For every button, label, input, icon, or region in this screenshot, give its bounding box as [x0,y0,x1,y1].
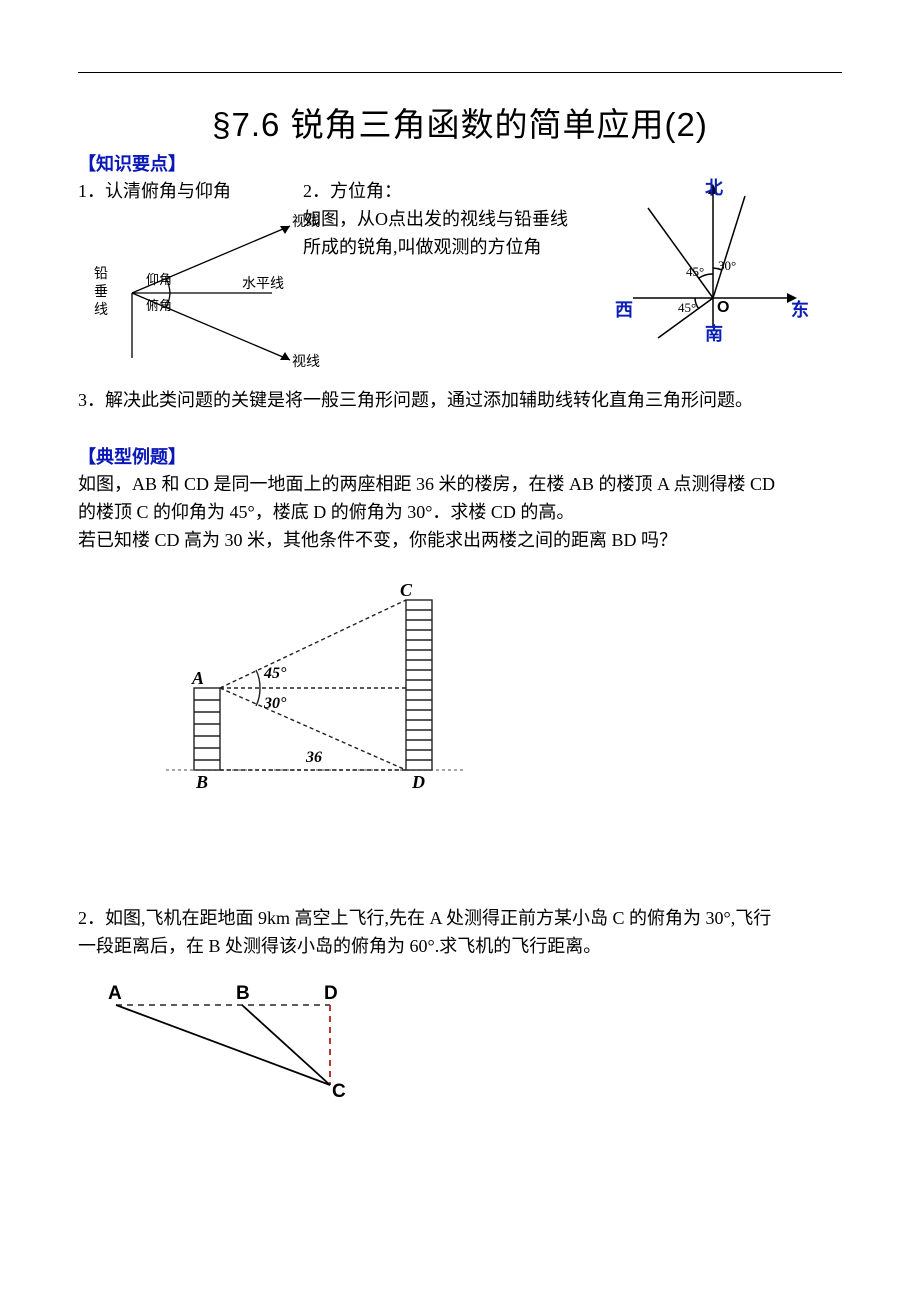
fig1-label-depress: 俯角 [146,298,172,313]
section-heading-knowledge: 【知识要点】 [78,150,842,176]
ex2-label-A: A [108,983,122,1004]
ex2-svg: A B D C [102,981,362,1101]
compass-east: 东 [791,296,809,322]
ex1-label-B: B [195,772,208,790]
knowledge-item-2-line1: 如图，从O点出发的视线与铅垂线 [303,206,613,234]
figure-airplane: A B D C [102,981,842,1106]
compass-south: 南 [705,320,723,346]
fig1-label-plumb3: 线 [94,302,108,318]
fig1-label-sight-bottom: 视线 [292,354,320,370]
ex1-label-D: D [411,772,425,790]
knowledge-col-mid: 2．方位角： 如图，从O点出发的视线与铅垂线 所成的锐角,叫做观测的方位角 [303,178,613,262]
figure-compass: 45° 30° 45° O 北 南 东 西 [613,178,842,348]
compass-angle-30: 30° [718,258,736,273]
spacer [78,795,842,905]
fig1-label-plumb2: 垂 [94,284,108,300]
compass-origin: O [717,299,729,316]
ex1-dist: 36 [305,749,322,766]
fig1-label-plumb: 铅 [94,266,108,282]
ex1-angle30: 30° [263,695,287,712]
ex1-label-C: C [400,580,413,600]
figure-elevation-depression: 铅 垂 线 水平线 视线 视线 仰角 俯角 [92,208,303,383]
compass-angle-45a: 45° [686,264,704,279]
ex2-label-D: D [324,983,338,1004]
knowledge-col-left: 1．认清俯角与仰角 [78,178,303,383]
compass-north: 北 [705,174,723,200]
example1-line1: 如图，AB 和 CD 是同一地面上的两座相距 36 米的楼房，在楼 AB 的楼顶… [78,471,842,499]
top-rule [78,72,842,73]
knowledge-item-1: 1．认清俯角与仰角 [78,178,303,206]
page: §7.6 锐角三角函数的简单应用(2) 【知识要点】 1．认清俯角与仰角 [0,0,920,1300]
ex2-label-C: C [332,1081,346,1101]
section-heading-examples: 【典型例题】 [78,443,842,469]
fig1-label-horizon: 水平线 [242,276,284,292]
ex1-angle45: 45° [263,665,287,682]
example2-line2: 一段距离后，在 B 处测得该小岛的俯角为 60°.求飞机的飞行距离。 [78,933,842,961]
ex2-label-B: B [236,983,250,1004]
example1-line2: 的楼顶 C 的仰角为 45°，楼底 D 的俯角为 30°．求楼 CD 的高。 [78,499,842,527]
page-title: §7.6 锐角三角函数的简单应用(2) [78,98,842,146]
compass-angle-45b: 45° [678,300,696,315]
fig1-label-elev: 仰角 [146,272,172,287]
knowledge-row: 1．认清俯角与仰角 [78,178,842,383]
fig1-svg: 铅 垂 线 水平线 视线 视线 仰角 俯角 [92,208,322,378]
example2-line1: 2．如图,飞机在距地面 9km 高空上飞行,先在 A 处测得正前方某小岛 C 的… [78,905,842,933]
example1-line3: 若已知楼 CD 高为 30 米，其他条件不变，你能求出两楼之间的距离 BD 吗？ [78,527,842,555]
ex1-svg: A B C D 45° 30° 36 [166,580,466,790]
knowledge-item-2-line2: 所成的锐角,叫做观测的方位角 [303,234,613,262]
knowledge-item-3: 3．解决此类问题的关键是将一般三角形问题，通过添加辅助线转化直角三角形问题。 [78,387,842,415]
compass-west: 西 [615,296,633,322]
figure-buildings: A B C D 45° 30° 36 [166,580,842,795]
ex1-label-A: A [191,668,204,688]
knowledge-col-right: 45° 30° 45° O 北 南 东 西 [613,178,842,348]
knowledge-item-2-title: 2．方位角： [303,178,613,206]
